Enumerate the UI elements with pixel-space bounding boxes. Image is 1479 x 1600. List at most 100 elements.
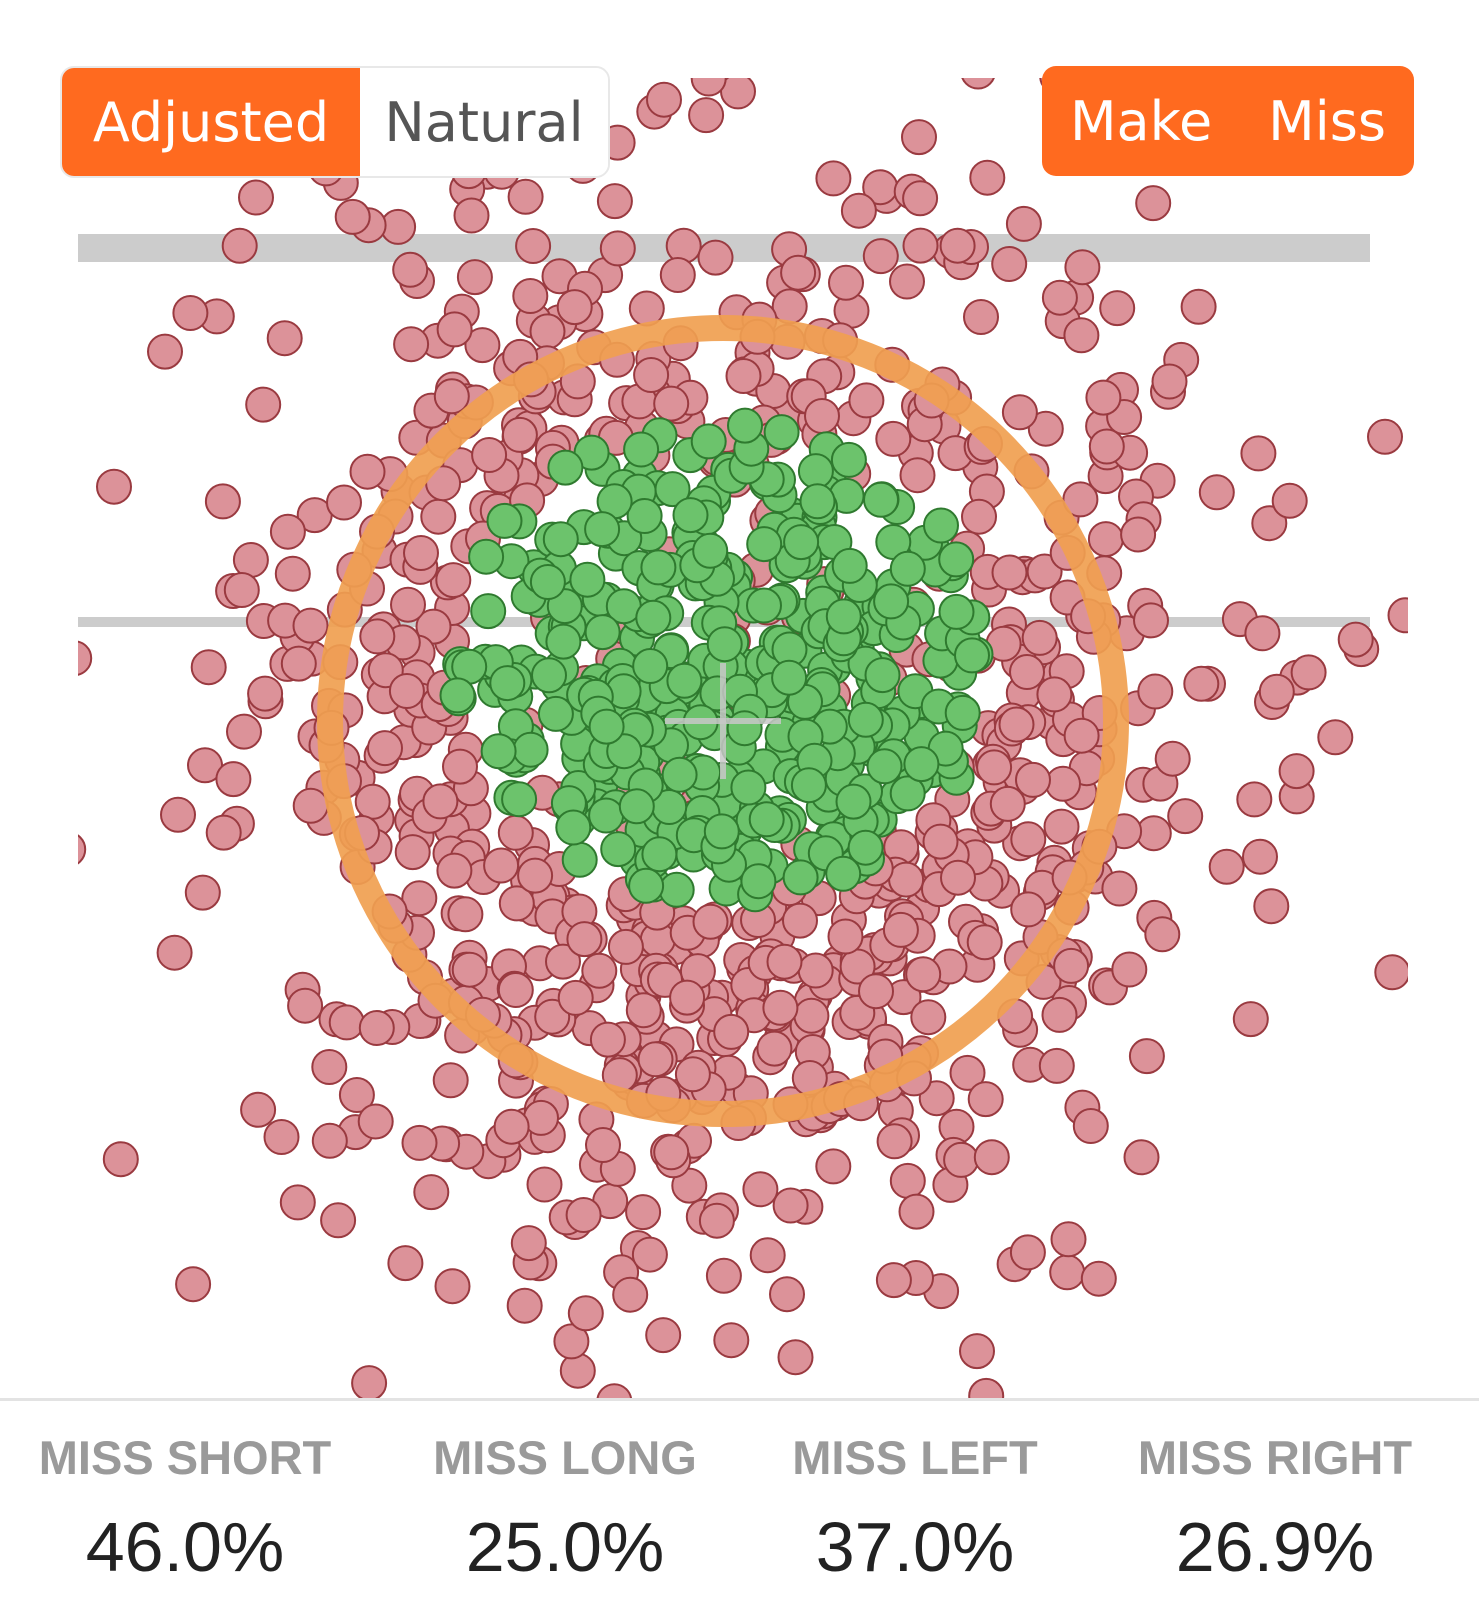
miss-shot-dot xyxy=(433,378,470,415)
miss-shot-dot xyxy=(1064,249,1101,286)
miss-stats: MISS SHORT 46.0% MISS LONG 25.0% MISS LE… xyxy=(0,1410,1479,1600)
miss-shot-dot xyxy=(1053,947,1090,984)
miss-shot-dot xyxy=(939,227,976,264)
miss-shot-dot xyxy=(435,562,472,599)
make-shot-dot xyxy=(626,498,663,534)
miss-shot-dot xyxy=(553,1323,590,1360)
miss-shot-dot xyxy=(771,288,808,325)
miss-shot-dot xyxy=(899,457,936,494)
make-shot-dot xyxy=(740,863,777,900)
miss-shot-dot xyxy=(612,1276,649,1313)
miss-shot-dot xyxy=(969,159,1006,196)
make-shot-dot xyxy=(468,538,505,575)
miss-shot-dot xyxy=(669,979,706,1016)
make-shot-dot xyxy=(584,614,621,651)
make-shot-dot xyxy=(771,659,808,696)
miss-shot-dot xyxy=(797,952,834,989)
miss-shot-dot xyxy=(966,924,1003,961)
miss-shot-dot xyxy=(902,180,939,217)
miss-shot-dot xyxy=(772,1187,809,1224)
miss-shot-dot xyxy=(442,748,478,785)
miss-shot-dot xyxy=(349,453,386,490)
miss-shot-dot xyxy=(517,857,554,894)
miss-shot-dot xyxy=(512,278,549,314)
miss-shot-dot xyxy=(1242,838,1278,875)
miss-shot-dot xyxy=(388,673,425,709)
miss-shot-dot xyxy=(1198,474,1235,511)
miss-shot-dot xyxy=(1137,673,1174,710)
miss-shot-dot xyxy=(862,238,899,275)
miss-shot-dot xyxy=(1151,363,1188,400)
miss-shot-dot xyxy=(1036,676,1073,713)
miss-shot-dot xyxy=(334,198,371,235)
miss-shot-dot xyxy=(529,313,566,350)
target-ring xyxy=(317,315,1129,1127)
miss-shot-dot xyxy=(565,1197,602,1233)
miss-shot-dot xyxy=(507,178,544,215)
miss-shot-dot xyxy=(989,785,1026,822)
miss-shot-dot xyxy=(1050,1221,1087,1258)
stat-miss-short: MISS SHORT 46.0% xyxy=(5,1410,365,1587)
miss-shot-dot xyxy=(1290,654,1327,691)
miss-shot-dot xyxy=(190,649,227,686)
make-shot-dot xyxy=(830,441,867,478)
miss-shot-dot xyxy=(690,78,727,97)
shot-plot xyxy=(78,78,1408,1398)
miss-shot-dot xyxy=(464,327,501,364)
miss-shot-dot xyxy=(1240,435,1277,472)
miss-shot-dot xyxy=(898,1193,935,1230)
adjusted-toggle-button[interactable]: Adjusted xyxy=(62,68,360,176)
miss-shot-dot xyxy=(1251,505,1288,542)
miss-shot-dot xyxy=(815,160,852,197)
miss-filter-button[interactable]: Miss xyxy=(1268,89,1387,153)
miss-shot-dot xyxy=(585,1127,621,1163)
make-shot-dot xyxy=(641,836,678,873)
miss-shot-dot xyxy=(1133,602,1169,639)
make-shot-dot xyxy=(783,524,820,561)
miss-shot-dot xyxy=(1063,317,1100,354)
miss-shot-dot xyxy=(889,1162,926,1199)
miss-shot-dot xyxy=(581,952,618,989)
miss-shot-dot xyxy=(559,1352,596,1389)
miss-shot-dot xyxy=(415,608,452,645)
miss-shot-dot xyxy=(1374,954,1408,991)
miss-shot-dot xyxy=(659,257,696,293)
miss-shot-dot xyxy=(766,943,803,980)
miss-shot-dot xyxy=(515,228,552,264)
make-shot-dot xyxy=(835,783,872,820)
miss-shot-dot xyxy=(1120,516,1157,553)
make-shot-dot xyxy=(569,561,606,598)
miss-shot-dot xyxy=(263,1119,300,1155)
stat-label: MISS LEFT xyxy=(792,1431,1038,1484)
make-shot-dot xyxy=(944,694,981,731)
make-shot-dot xyxy=(706,626,743,663)
miss-shot-dot xyxy=(1005,205,1042,242)
make-shot-dot xyxy=(512,731,549,768)
miss-shot-dot xyxy=(172,295,209,331)
miss-shot-dot xyxy=(280,645,317,682)
miss-shot-dot xyxy=(1128,1038,1165,1075)
miss-shot-dot xyxy=(1062,481,1099,518)
miss-shot-dot xyxy=(390,586,426,623)
miss-shot-dot xyxy=(902,227,939,264)
miss-shot-dot xyxy=(78,834,87,865)
miss-shot-dot xyxy=(232,542,269,578)
make-shot-dot xyxy=(439,677,476,714)
make-filter-button[interactable]: Make xyxy=(1069,89,1213,153)
natural-toggle-button[interactable]: Natural xyxy=(360,68,608,176)
make-shot-dot xyxy=(658,871,695,908)
make-shot-dot xyxy=(672,497,709,534)
miss-shot-dot xyxy=(742,1171,779,1208)
make-shot-dot xyxy=(537,695,574,732)
make-shot-dot xyxy=(486,502,523,539)
miss-shot-dot xyxy=(1154,740,1191,777)
miss-shot-dot xyxy=(420,498,457,535)
make-shot-dot xyxy=(703,813,740,850)
shot-scatter xyxy=(78,78,1408,1398)
miss-shot-dot xyxy=(1144,916,1181,953)
miss-shot-dot xyxy=(769,1276,805,1313)
miss-shot-dot xyxy=(1087,521,1124,558)
miss-shot-dot xyxy=(1387,597,1408,634)
make-shot-dot xyxy=(628,867,665,904)
miss-shot-dot xyxy=(320,1202,357,1239)
